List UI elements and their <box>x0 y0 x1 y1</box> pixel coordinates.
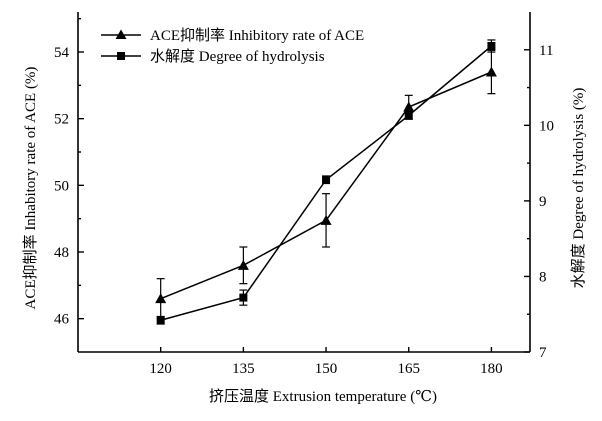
data-point-square <box>322 175 331 184</box>
data-point-triangle <box>237 259 249 270</box>
y-left-tick-label: 54 <box>54 45 70 61</box>
series-group <box>155 39 497 325</box>
x-axis-title: 挤压温度 Extrusion temperature (℃) <box>209 388 437 405</box>
x-tick-label: 150 <box>315 361 338 377</box>
series-hydrolysis <box>156 39 496 325</box>
y-right-tick-label: 8 <box>539 269 547 285</box>
y-right-tick-label: 7 <box>539 345 547 361</box>
x-tick-label: 135 <box>232 361 255 377</box>
y-right-tick-label: 11 <box>539 43 553 59</box>
legend-label-hydrolysis: 水解度 Degree of hydrolysis <box>150 48 325 65</box>
data-point-square <box>239 293 248 302</box>
data-point-triangle <box>320 214 332 225</box>
legend: ACE抑制率 Inhibitory rate of ACE 水解度 Degree… <box>101 27 364 65</box>
y-right-tick-label: 10 <box>539 118 554 134</box>
series-ace-inhibition <box>155 49 497 320</box>
x-tick-label: 165 <box>397 361 420 377</box>
y-left-tick-label: 46 <box>54 312 70 328</box>
legend-label-ace: ACE抑制率 Inhibitory rate of ACE <box>150 27 364 44</box>
data-point-triangle <box>403 101 415 112</box>
data-point-square <box>156 316 165 325</box>
legend-triangle-icon <box>115 29 127 39</box>
y-left-tick-label: 48 <box>54 245 69 261</box>
axes-group: 120 135 150 165 180 46 48 50 52 54 7 8 9 10 11 <box>54 12 554 377</box>
data-point-square <box>404 111 413 120</box>
y-axis-title-left: ACE抑制率 Inhabitory rate of ACE (%) <box>22 67 39 310</box>
data-point-square <box>487 42 496 50</box>
series-line <box>160 71 492 300</box>
y-axis-title-right: 水解度 Degree of hydrolysis (%) <box>570 88 587 289</box>
x-tick-label: 180 <box>480 361 503 377</box>
x-tick-label: 120 <box>149 361 172 377</box>
y-right-tick-label: 9 <box>539 194 547 210</box>
y-left-tick-label: 50 <box>54 178 69 194</box>
data-point-triangle <box>485 66 497 77</box>
data-point-triangle <box>155 293 167 304</box>
y-left-tick-label: 52 <box>54 112 69 128</box>
legend-square-icon <box>117 52 125 60</box>
